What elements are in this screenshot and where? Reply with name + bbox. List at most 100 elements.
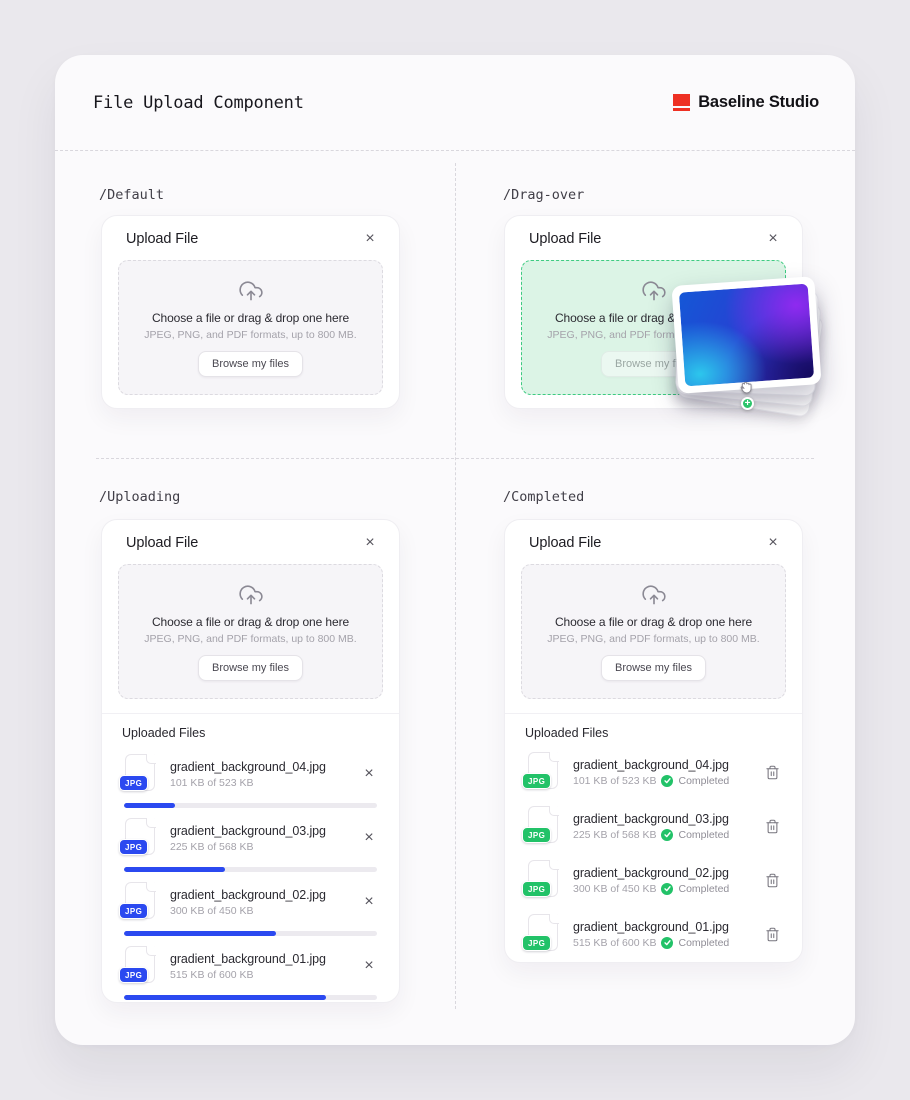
close-icon[interactable]: × (365, 230, 375, 247)
horizontal-dashed-divider (96, 458, 814, 459)
browse-files-button[interactable]: Browse my files (197, 654, 304, 681)
jpg-file-icon: JPG (522, 751, 561, 792)
file-name: gradient_background_01.jpg (573, 919, 729, 934)
file-name: gradient_background_03.jpg (573, 811, 729, 826)
close-icon[interactable]: × (768, 230, 778, 247)
dropzone-heading: Choose a file or drag & drop one here (151, 310, 350, 325)
card-title: Upload File (126, 535, 199, 551)
cancel-upload-icon[interactable]: × (364, 893, 374, 910)
file-name: gradient_background_04.jpg (573, 757, 729, 772)
dropzone-dragover[interactable]: Choose a file or drag & drop one here JP… (521, 260, 786, 395)
files-divider (505, 713, 802, 714)
file-size: 515 KB of 600 KB (170, 968, 254, 981)
browse-files-button[interactable]: Browse my files (197, 350, 304, 377)
delete-file-icon[interactable] (762, 870, 782, 890)
cloud-upload-icon (238, 584, 263, 604)
uploading-files-section: Uploaded Files JPG gradient_background_0… (102, 714, 399, 1000)
jpg-file-icon: JPG (522, 913, 561, 954)
jpg-badge: JPG (522, 827, 552, 843)
card-header: Upload File × (102, 216, 399, 258)
delete-file-icon[interactable] (762, 762, 782, 782)
delete-file-icon[interactable] (762, 816, 782, 836)
completed-check-icon (661, 828, 674, 841)
file-name: gradient_background_02.jpg (573, 865, 729, 880)
completed-file-row: JPG gradient_background_03.jpg 225 KB of… (522, 798, 782, 852)
file-size: 300 KB of 450 KB (170, 904, 254, 917)
file-size: 515 KB of 600 KB (573, 936, 657, 949)
section-label-default: /Default (99, 187, 165, 203)
drop-add-badge-icon: + (741, 397, 754, 410)
browse-files-button[interactable]: Browse my files (600, 350, 707, 377)
dropzone[interactable]: Choose a file or drag & drop one here JP… (118, 260, 383, 395)
delete-file-icon[interactable] (762, 924, 782, 944)
dropzone-subheading: JPEG, PNG, and PDF formats, up to 800 MB… (547, 328, 760, 341)
dropzone-heading: Choose a file or drag & drop one here (151, 614, 350, 629)
cancel-upload-icon[interactable]: × (364, 957, 374, 974)
jpg-file-icon: JPG (522, 859, 561, 900)
status-text: Completed (678, 828, 730, 841)
uploaded-files-heading: Uploaded Files (525, 726, 609, 740)
vertical-dashed-divider (455, 163, 456, 1009)
jpg-file-icon: JPG (119, 945, 158, 986)
progress-bar (124, 931, 377, 936)
status-text: Completed (678, 882, 730, 895)
uploading-file-row: JPG gradient_background_03.jpg 225 KB of… (119, 808, 379, 872)
dropzone-heading: Choose a file or drag & drop one here (554, 310, 753, 325)
jpg-badge: JPG (119, 967, 149, 983)
jpg-badge: JPG (522, 773, 552, 789)
progress-bar (124, 803, 377, 808)
completed-file-row: JPG gradient_background_01.jpg 515 KB of… (522, 906, 782, 960)
jpg-badge: JPG (522, 881, 552, 897)
card-title: Upload File (126, 231, 199, 247)
brand-name: Baseline Studio (698, 93, 819, 111)
card-header: Upload File × (505, 216, 802, 258)
files-divider (102, 713, 399, 714)
jpg-file-icon: JPG (119, 881, 158, 922)
completed-files-section: Uploaded Files JPG gradient_background_0… (505, 714, 802, 960)
jpg-file-icon: JPG (522, 805, 561, 846)
upload-card-uploading: Upload File × Choose a file or drag & dr… (101, 519, 400, 1003)
dropzone[interactable]: Choose a file or drag & drop one here JP… (521, 564, 786, 699)
upload-card-default: Upload File × Choose a file or drag & dr… (101, 215, 400, 409)
progress-bar (124, 995, 377, 1000)
cloud-upload-icon (641, 584, 666, 604)
dropzone-heading: Choose a file or drag & drop one here (554, 614, 753, 629)
page-title: File Upload Component (93, 92, 304, 113)
uploading-file-row: JPG gradient_background_04.jpg 101 KB of… (119, 744, 379, 808)
content-grid: /Default /Drag-over /Uploading /Complete… (55, 151, 855, 1045)
jpg-badge: JPG (119, 839, 149, 855)
file-name: gradient_background_01.jpg (170, 951, 326, 966)
jpg-badge: JPG (119, 775, 149, 791)
jpg-file-icon: JPG (119, 817, 158, 858)
file-size: 225 KB of 568 KB (573, 828, 657, 841)
baseline-logo-icon (673, 94, 691, 111)
close-icon[interactable]: × (768, 534, 778, 551)
cloud-upload-icon (238, 280, 263, 300)
browse-files-button[interactable]: Browse my files (600, 654, 707, 681)
jpg-badge: JPG (119, 903, 149, 919)
file-size: 225 KB of 568 KB (170, 840, 254, 853)
section-label-completed: /Completed (503, 489, 585, 505)
section-label-uploading: /Uploading (99, 489, 181, 505)
dropzone-subheading: JPEG, PNG, and PDF formats, up to 800 MB… (144, 328, 357, 341)
status-text: Completed (678, 774, 730, 787)
brand: Baseline Studio (673, 93, 819, 112)
panel-header: File Upload Component Baseline Studio (55, 55, 855, 151)
dropzone-subheading: JPEG, PNG, and PDF formats, up to 800 MB… (144, 632, 357, 645)
progress-bar (124, 867, 377, 872)
completed-file-row: JPG gradient_background_02.jpg 300 KB of… (522, 852, 782, 906)
completed-file-row: JPG gradient_background_04.jpg 101 KB of… (522, 744, 782, 798)
cancel-upload-icon[interactable]: × (364, 765, 374, 782)
file-size: 101 KB of 523 KB (170, 776, 254, 789)
jpg-file-icon: JPG (119, 753, 158, 794)
file-name: gradient_background_04.jpg (170, 759, 326, 774)
card-title: Upload File (529, 535, 602, 551)
close-icon[interactable]: × (365, 534, 375, 551)
section-label-dragover: /Drag-over (503, 187, 585, 203)
completed-check-icon (661, 882, 674, 895)
file-name: gradient_background_03.jpg (170, 823, 326, 838)
dropzone[interactable]: Choose a file or drag & drop one here JP… (118, 564, 383, 699)
upload-card-dragover: Upload File × Choose a file or drag & dr… (504, 215, 825, 418)
card-header: Upload File × (505, 520, 802, 562)
cancel-upload-icon[interactable]: × (364, 829, 374, 846)
